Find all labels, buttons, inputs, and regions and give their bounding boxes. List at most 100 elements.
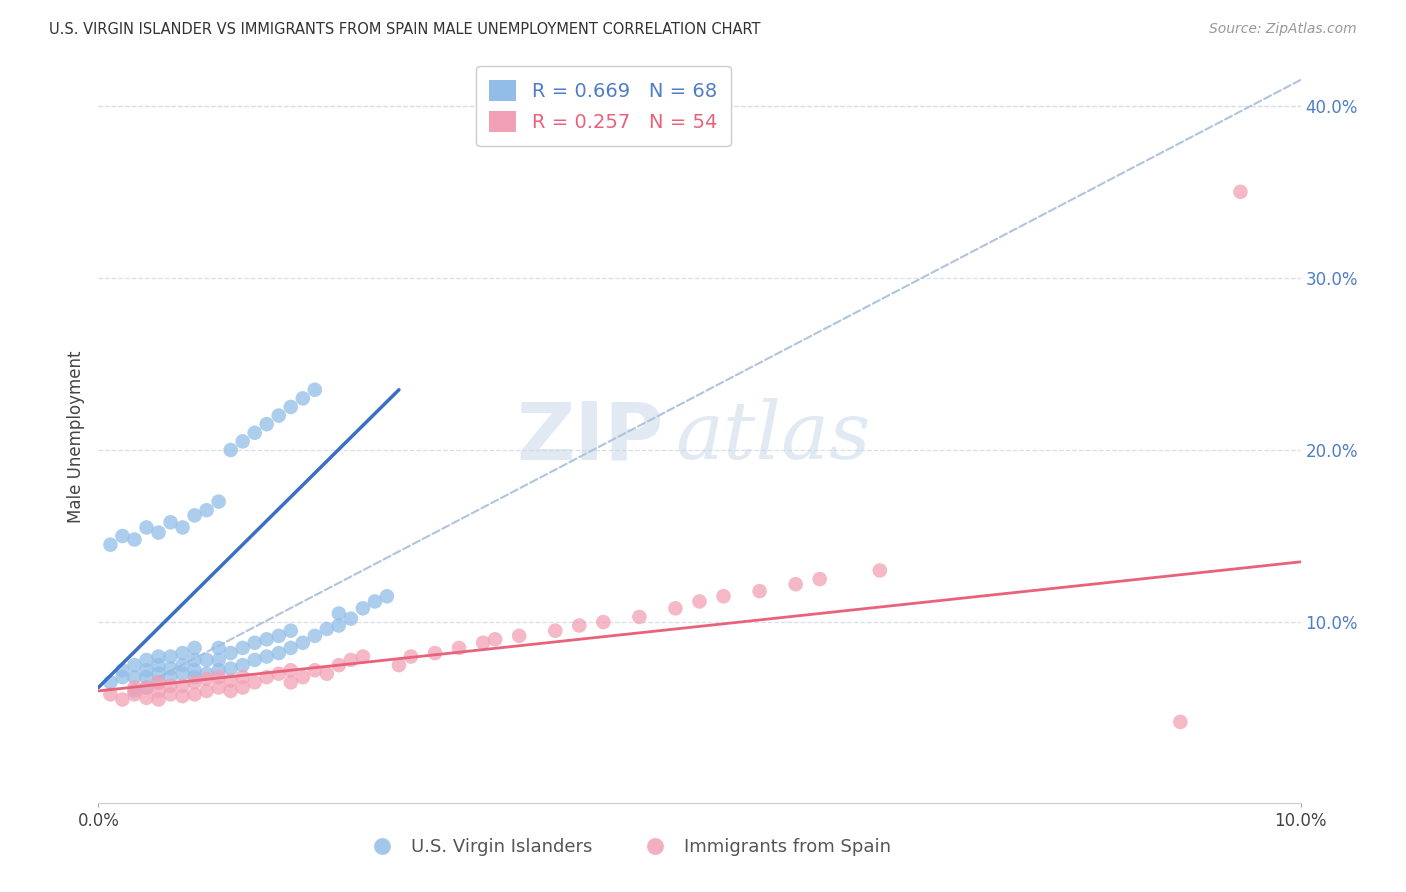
Point xyxy=(195,666,218,681)
Point xyxy=(135,663,157,677)
Point xyxy=(148,649,170,664)
Point xyxy=(267,666,290,681)
Point xyxy=(148,658,170,673)
Point xyxy=(135,681,157,695)
Point xyxy=(232,658,254,673)
Point xyxy=(219,662,242,676)
Point xyxy=(304,383,326,397)
Point xyxy=(785,577,807,591)
Point xyxy=(388,658,411,673)
Point xyxy=(148,666,170,681)
Point xyxy=(172,679,194,693)
Point xyxy=(124,533,146,547)
Point xyxy=(232,434,254,449)
Point xyxy=(315,622,337,636)
Point xyxy=(267,629,290,643)
Point xyxy=(195,684,218,698)
Point xyxy=(267,646,290,660)
Point xyxy=(183,663,205,677)
Point xyxy=(111,692,134,706)
Point xyxy=(1170,714,1192,729)
Point xyxy=(280,624,302,638)
Point xyxy=(148,525,170,540)
Point xyxy=(135,681,157,695)
Point xyxy=(124,684,146,698)
Point xyxy=(280,400,302,414)
Point xyxy=(148,675,170,690)
Point xyxy=(364,594,387,608)
Point xyxy=(304,629,326,643)
Point xyxy=(195,672,218,686)
Point xyxy=(340,653,363,667)
Point xyxy=(159,662,181,676)
Point xyxy=(256,417,278,432)
Point xyxy=(183,670,205,684)
Point xyxy=(100,687,122,701)
Point xyxy=(280,675,302,690)
Point xyxy=(508,629,530,643)
Point xyxy=(232,681,254,695)
Point xyxy=(256,649,278,664)
Point xyxy=(148,684,170,698)
Point xyxy=(183,508,205,523)
Point xyxy=(172,658,194,673)
Point xyxy=(568,618,591,632)
Point xyxy=(291,392,314,406)
Point xyxy=(148,692,170,706)
Point xyxy=(195,653,218,667)
Point xyxy=(219,673,242,688)
Point xyxy=(183,653,205,667)
Point xyxy=(628,610,651,624)
Point xyxy=(111,663,134,677)
Point xyxy=(243,653,266,667)
Point xyxy=(423,646,446,660)
Point xyxy=(304,663,326,677)
Point xyxy=(328,607,350,621)
Point xyxy=(447,640,470,655)
Point xyxy=(135,653,157,667)
Point xyxy=(352,601,374,615)
Point xyxy=(183,675,205,690)
Point xyxy=(208,681,231,695)
Point xyxy=(256,670,278,684)
Point xyxy=(135,520,157,534)
Point xyxy=(375,589,398,603)
Point xyxy=(1229,185,1251,199)
Point xyxy=(219,646,242,660)
Point xyxy=(172,646,194,660)
Point xyxy=(592,615,614,629)
Point xyxy=(232,670,254,684)
Point xyxy=(544,624,567,638)
Point xyxy=(219,442,242,457)
Point xyxy=(208,653,231,667)
Point xyxy=(111,670,134,684)
Point xyxy=(267,409,290,423)
Point xyxy=(195,503,218,517)
Point xyxy=(135,670,157,684)
Point xyxy=(291,636,314,650)
Point xyxy=(208,640,231,655)
Point xyxy=(148,675,170,690)
Point xyxy=(243,675,266,690)
Point xyxy=(808,572,831,586)
Point xyxy=(183,640,205,655)
Point xyxy=(340,612,363,626)
Point xyxy=(100,675,122,690)
Point xyxy=(280,663,302,677)
Text: U.S. VIRGIN ISLANDER VS IMMIGRANTS FROM SPAIN MALE UNEMPLOYMENT CORRELATION CHAR: U.S. VIRGIN ISLANDER VS IMMIGRANTS FROM … xyxy=(49,22,761,37)
Point xyxy=(256,632,278,647)
Point xyxy=(472,636,495,650)
Point xyxy=(135,690,157,705)
Point xyxy=(208,670,231,684)
Point xyxy=(280,640,302,655)
Point xyxy=(124,670,146,684)
Point xyxy=(219,684,242,698)
Point xyxy=(748,584,770,599)
Point xyxy=(328,658,350,673)
Point xyxy=(484,632,506,647)
Point xyxy=(159,516,181,530)
Point xyxy=(243,636,266,650)
Point xyxy=(100,538,122,552)
Point xyxy=(172,520,194,534)
Point xyxy=(689,594,711,608)
